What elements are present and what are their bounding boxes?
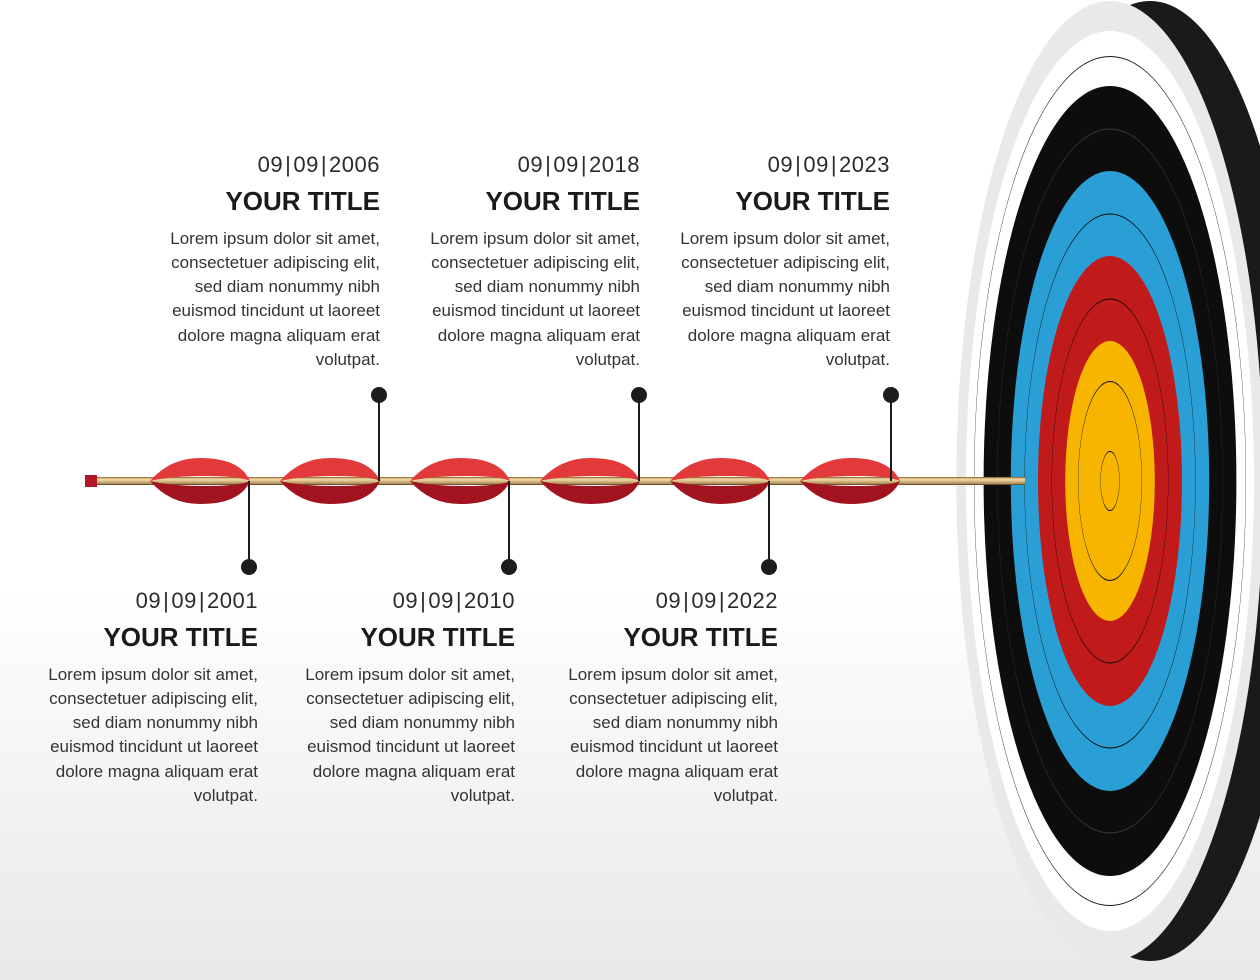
timeline-title: YOUR TITLE — [28, 622, 258, 653]
timeline-marker-dot — [631, 387, 647, 403]
timeline-title: YOUR TITLE — [150, 186, 380, 217]
timeline-date: 09|09|2023 — [660, 152, 890, 178]
timeline-card-0: 09|09|2001YOUR TITLELorem ipsum dolor si… — [28, 588, 258, 808]
timeline-marker-1 — [378, 395, 380, 481]
timeline-title: YOUR TITLE — [410, 186, 640, 217]
arrow-fletching-4 — [670, 456, 770, 506]
timeline-title: YOUR TITLE — [285, 622, 515, 653]
timeline-marker-4 — [768, 481, 770, 567]
timeline-marker-stem — [638, 395, 640, 481]
date-month: 09 — [171, 588, 196, 613]
date-day: 09 — [656, 588, 681, 613]
target-scoreline-5 — [1100, 451, 1119, 511]
timeline-date: 09|09|2006 — [150, 152, 380, 178]
timeline-marker-stem — [890, 395, 892, 481]
arrow-fletching-3 — [540, 456, 640, 506]
timeline-marker-3 — [638, 395, 640, 481]
date-month: 09 — [293, 152, 318, 177]
arrow-fletching-5 — [800, 456, 900, 506]
date-separator: | — [829, 152, 839, 177]
arrow-fletching-1 — [280, 456, 380, 506]
timeline-marker-5 — [890, 395, 892, 481]
arrow-nock — [85, 475, 97, 487]
date-separator: | — [161, 588, 171, 613]
timeline-body: Lorem ipsum dolor sit amet, consectetuer… — [548, 663, 778, 808]
timeline-marker-2 — [508, 481, 510, 567]
timeline-card-3: 09|09|2018YOUR TITLELorem ipsum dolor si… — [410, 152, 640, 372]
timeline-body: Lorem ipsum dolor sit amet, consectetuer… — [285, 663, 515, 808]
timeline-card-5: 09|09|2023YOUR TITLELorem ipsum dolor si… — [660, 152, 890, 372]
date-separator: | — [543, 152, 553, 177]
date-month: 09 — [553, 152, 578, 177]
date-year: 2023 — [839, 152, 890, 177]
timeline-title: YOUR TITLE — [660, 186, 890, 217]
timeline-marker-dot — [883, 387, 899, 403]
timeline-marker-dot — [761, 559, 777, 575]
arrow-fletching-0 — [150, 456, 250, 506]
date-day: 09 — [768, 152, 793, 177]
timeline-marker-dot — [501, 559, 517, 575]
date-day: 09 — [393, 588, 418, 613]
date-separator: | — [579, 152, 589, 177]
date-year: 2018 — [589, 152, 640, 177]
timeline-date: 09|09|2010 — [285, 588, 515, 614]
timeline-body: Lorem ipsum dolor sit amet, consectetuer… — [28, 663, 258, 808]
date-year: 2006 — [329, 152, 380, 177]
date-separator: | — [454, 588, 464, 613]
date-separator: | — [418, 588, 428, 613]
timeline-marker-stem — [378, 395, 380, 481]
timeline-date: 09|09|2018 — [410, 152, 640, 178]
date-separator: | — [793, 152, 803, 177]
timeline-date: 09|09|2001 — [28, 588, 258, 614]
date-separator: | — [681, 588, 691, 613]
date-year: 2010 — [464, 588, 515, 613]
date-month: 09 — [691, 588, 716, 613]
timeline-body: Lorem ipsum dolor sit amet, consectetuer… — [150, 227, 380, 372]
timeline-card-1: 09|09|2006YOUR TITLELorem ipsum dolor si… — [150, 152, 380, 372]
date-day: 09 — [136, 588, 161, 613]
timeline-date: 09|09|2022 — [548, 588, 778, 614]
date-separator: | — [283, 152, 293, 177]
timeline-marker-stem — [768, 481, 770, 567]
timeline-marker-dot — [371, 387, 387, 403]
date-year: 2022 — [727, 588, 778, 613]
timeline-body: Lorem ipsum dolor sit amet, consectetuer… — [410, 227, 640, 372]
date-day: 09 — [258, 152, 283, 177]
date-separator: | — [717, 588, 727, 613]
timeline-card-4: 09|09|2022YOUR TITLELorem ipsum dolor si… — [548, 588, 778, 808]
timeline-body: Lorem ipsum dolor sit amet, consectetuer… — [660, 227, 890, 372]
timeline-marker-0 — [248, 481, 250, 567]
timeline-card-2: 09|09|2010YOUR TITLELorem ipsum dolor si… — [285, 588, 515, 808]
date-separator: | — [197, 588, 207, 613]
date-day: 09 — [518, 152, 543, 177]
date-month: 09 — [428, 588, 453, 613]
date-year: 2001 — [207, 588, 258, 613]
timeline-marker-stem — [508, 481, 510, 567]
infographic-stage: 09|09|2001YOUR TITLELorem ipsum dolor si… — [0, 0, 1260, 980]
arrow-fletching-2 — [410, 456, 510, 506]
timeline-title: YOUR TITLE — [548, 622, 778, 653]
timeline-marker-dot — [241, 559, 257, 575]
timeline-marker-stem — [248, 481, 250, 567]
date-month: 09 — [803, 152, 828, 177]
date-separator: | — [319, 152, 329, 177]
